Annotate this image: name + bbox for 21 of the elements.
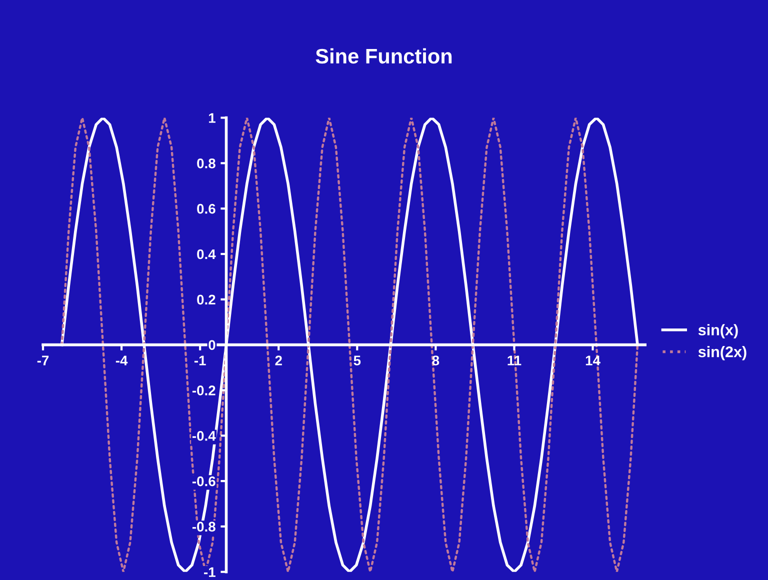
- x-tick-label: 8: [432, 356, 440, 366]
- x-tick-label: 14: [586, 356, 600, 366]
- y-tick-label: -1: [204, 567, 216, 577]
- legend-label: sin(x): [698, 324, 738, 338]
- y-tick-label: 1: [208, 113, 216, 123]
- y-tick-label: -0.8: [192, 522, 216, 532]
- y-tick-label: 0: [208, 340, 216, 350]
- y-tick-label: 0.4: [197, 249, 216, 260]
- x-tick-label: -4: [116, 356, 128, 366]
- x-tick-label: 2: [275, 356, 282, 366]
- y-tick-label: 0.2: [197, 294, 216, 305]
- y-tick-label: -0.2: [192, 386, 216, 396]
- legend-label: sin(2x): [698, 346, 746, 360]
- y-tick-label: -0.4: [192, 430, 216, 441]
- x-tick-label: 11: [508, 356, 522, 366]
- x-tick-label: -7: [37, 356, 49, 366]
- y-tick-label: 0.6: [197, 204, 216, 214]
- y-tick-label: -0.6: [192, 476, 216, 486]
- chart-title: Sine Function: [316, 48, 452, 64]
- y-tick-label: 0.8: [197, 158, 216, 168]
- x-tick-label: 5: [354, 356, 361, 366]
